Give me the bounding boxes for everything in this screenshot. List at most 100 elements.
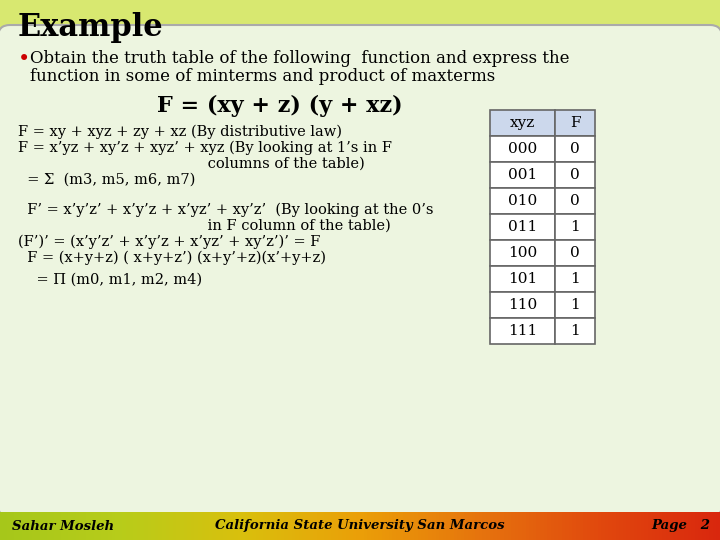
Bar <box>515 512 519 540</box>
Bar <box>623 512 627 540</box>
Bar <box>166 512 170 540</box>
Bar <box>212 512 217 540</box>
Bar <box>54 512 58 540</box>
Bar <box>25 512 30 540</box>
Bar <box>706 512 710 540</box>
Bar <box>320 512 325 540</box>
Bar <box>652 512 656 540</box>
Bar <box>230 512 235 540</box>
Bar <box>115 512 120 540</box>
Bar <box>202 512 206 540</box>
Bar <box>11 512 15 540</box>
Bar <box>490 266 555 292</box>
Bar <box>490 188 555 214</box>
Bar <box>443 512 447 540</box>
Bar <box>0 512 4 540</box>
Bar <box>702 512 706 540</box>
Bar <box>61 512 66 540</box>
Bar <box>400 512 404 540</box>
Bar <box>670 512 674 540</box>
Bar <box>475 512 480 540</box>
Bar <box>555 266 595 292</box>
Bar <box>252 512 256 540</box>
Text: 1: 1 <box>570 324 580 338</box>
Bar <box>76 512 80 540</box>
Text: 110: 110 <box>508 298 537 312</box>
Text: 100: 100 <box>508 246 537 260</box>
Bar <box>598 512 602 540</box>
Bar <box>529 512 534 540</box>
Text: F = (xy + z) (y + xz): F = (xy + z) (y + xz) <box>157 95 402 117</box>
Bar <box>659 512 663 540</box>
Bar <box>490 110 555 136</box>
Bar <box>281 512 285 540</box>
Bar <box>533 512 537 540</box>
Bar <box>698 512 703 540</box>
Text: F: F <box>570 116 580 130</box>
Bar <box>508 512 512 540</box>
Bar <box>572 512 577 540</box>
Bar <box>680 512 685 540</box>
Bar <box>504 512 508 540</box>
Bar <box>497 512 501 540</box>
Text: 011: 011 <box>508 220 537 234</box>
Bar <box>490 318 555 344</box>
Bar <box>79 512 84 540</box>
Bar <box>555 188 595 214</box>
Bar <box>364 512 368 540</box>
Text: 0: 0 <box>570 168 580 182</box>
Bar <box>367 512 372 540</box>
Text: 1: 1 <box>570 220 580 234</box>
Bar <box>410 512 415 540</box>
Bar <box>191 512 195 540</box>
Bar <box>540 512 544 540</box>
Bar <box>662 512 667 540</box>
Bar <box>454 512 458 540</box>
Bar <box>403 512 408 540</box>
Text: Sahar Mosleh: Sahar Mosleh <box>12 519 114 532</box>
Bar <box>72 512 76 540</box>
Bar <box>313 512 318 540</box>
Bar <box>716 512 720 540</box>
Bar <box>158 512 163 540</box>
Bar <box>274 512 278 540</box>
Bar <box>241 512 246 540</box>
Bar <box>331 512 336 540</box>
Bar <box>407 512 411 540</box>
Bar <box>457 512 462 540</box>
Bar <box>144 512 148 540</box>
Bar <box>601 512 606 540</box>
Bar <box>295 512 300 540</box>
Text: 000: 000 <box>508 142 537 156</box>
Bar <box>619 512 624 540</box>
Bar <box>511 512 516 540</box>
Bar <box>338 512 343 540</box>
Bar <box>65 512 69 540</box>
Bar <box>472 512 476 540</box>
Bar <box>151 512 156 540</box>
Bar <box>421 512 426 540</box>
Bar <box>691 512 696 540</box>
Text: 0: 0 <box>570 142 580 156</box>
Text: 1: 1 <box>570 298 580 312</box>
FancyBboxPatch shape <box>0 25 720 517</box>
Bar <box>173 512 177 540</box>
Text: = Π (m0, m1, m2, m4): = Π (m0, m1, m2, m4) <box>18 273 202 287</box>
Bar <box>461 512 465 540</box>
Bar <box>418 512 422 540</box>
Text: (F’)’ = (x’y’z’ + x’y’z + x’yz’ + xy’z’)’ = F: (F’)’ = (x’y’z’ + x’y’z + x’yz’ + xy’z’)… <box>18 235 320 249</box>
Bar <box>209 512 213 540</box>
Bar <box>555 318 595 344</box>
Bar <box>590 512 595 540</box>
Bar <box>220 512 224 540</box>
Bar <box>641 512 645 540</box>
Bar <box>555 136 595 162</box>
Bar <box>342 512 346 540</box>
Text: Page   2: Page 2 <box>651 519 710 532</box>
Bar <box>90 512 94 540</box>
Text: = Σ  (m3, m5, m6, m7): = Σ (m3, m5, m6, m7) <box>18 173 195 187</box>
Text: 001: 001 <box>508 168 537 182</box>
Bar <box>709 512 714 540</box>
Bar <box>7 512 12 540</box>
Bar <box>32 512 37 540</box>
